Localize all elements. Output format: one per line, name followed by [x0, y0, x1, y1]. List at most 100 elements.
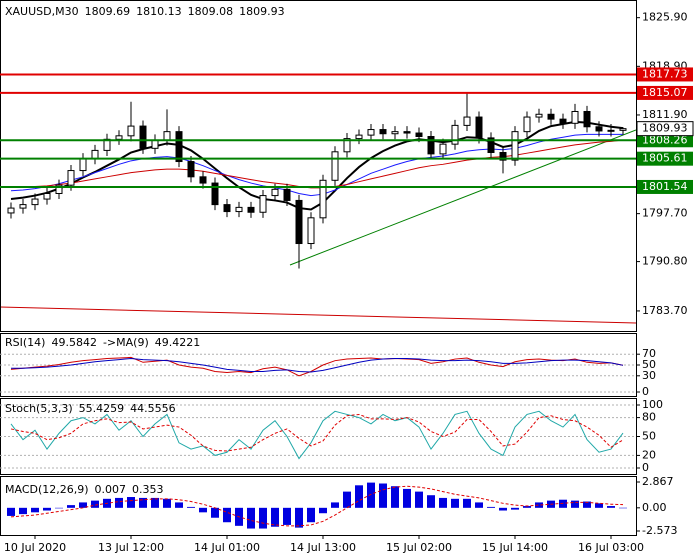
y-tick-label: 1790.80: [642, 255, 688, 268]
header-text: 55.4259: [79, 402, 125, 415]
trend-lines: [0, 129, 637, 324]
y-tick-label: 2.867: [642, 475, 674, 488]
candle-body: [607, 129, 615, 132]
candle-body: [331, 151, 339, 181]
candle-body: [223, 204, 231, 213]
histogram-bar: [151, 497, 159, 508]
x-tick-label: 13 Jul 12:00: [98, 541, 164, 554]
trend-line: [289, 129, 637, 266]
y-tick-label: 30: [642, 369, 656, 382]
histogram-bar: [523, 506, 531, 508]
trend-line: [0, 306, 637, 324]
histogram-bar: [55, 507, 63, 509]
histogram-bar: [43, 507, 51, 511]
indicator-line: [10, 356, 624, 377]
y-tick-label: 0.00: [642, 501, 667, 514]
candle-body: [439, 143, 447, 155]
header-text: RSI(14): [5, 336, 45, 349]
moving-average: [10, 133, 623, 197]
header-text: 44.5556: [130, 402, 176, 415]
candle-body: [235, 206, 243, 213]
histogram-bar: [367, 482, 375, 508]
candle-body: [427, 136, 435, 155]
candle-body: [343, 138, 351, 153]
level-label: 1817.73: [642, 67, 688, 80]
y-tick-label: 0: [642, 385, 649, 398]
candle-body: [583, 110, 591, 128]
histogram-bar: [115, 497, 123, 508]
histogram-bar: [427, 495, 435, 508]
histogram-bar: [499, 507, 507, 511]
panel-frame: [0, 0, 637, 332]
header-text: 0.007: [95, 483, 127, 496]
signal-line: [10, 485, 624, 527]
indicator-line: [10, 410, 624, 460]
candle-body: [391, 131, 399, 135]
price-label: 1809.93: [642, 122, 688, 135]
histogram-bar: [247, 507, 255, 529]
candle-body: [163, 131, 171, 141]
moving-average: [10, 120, 624, 211]
candle-body: [415, 132, 423, 138]
histogram-bar: [163, 498, 171, 508]
histogram-bar: [295, 507, 303, 528]
x-tick-label: 14 Jul 13:00: [290, 541, 356, 554]
histogram-bar: [331, 502, 339, 508]
candle-body: [403, 131, 411, 134]
header-text: 1809.69: [85, 5, 131, 18]
candle-body: [211, 182, 219, 206]
y-tick-label: 1825.90: [642, 11, 688, 24]
y-tick-label: 70: [642, 347, 656, 360]
header-text: 1810.13: [136, 5, 182, 18]
histogram-bar: [511, 507, 519, 510]
candle-body: [535, 113, 543, 118]
candle-body: [43, 192, 51, 200]
candle-body: [199, 176, 207, 184]
candle-body: [295, 199, 303, 245]
histogram-bar: [451, 498, 459, 508]
histogram-bar: [199, 507, 207, 513]
candle-body: [511, 131, 519, 161]
panel-frame: [0, 476, 637, 536]
candle-body: [175, 131, 183, 163]
level-label-box: [637, 67, 693, 82]
level-label: 1805.61: [642, 152, 688, 165]
histogram-bar: [595, 503, 603, 508]
candle-body: [19, 204, 27, 209]
y-tick-label: 1783.70: [642, 304, 688, 317]
x-tick-label: 14 Jul 01:00: [194, 541, 260, 554]
x-tick-label: 16 Jul 03:00: [578, 541, 644, 554]
candle-body: [91, 149, 99, 160]
histogram-bar: [19, 507, 27, 515]
candle-body: [115, 135, 123, 140]
candle-body: [187, 161, 195, 178]
histogram-bar: [283, 507, 291, 525]
histogram-bar: [259, 507, 267, 529]
histogram-bar: [31, 507, 39, 513]
histogram-bar: [175, 502, 183, 508]
histogram-bar: [79, 502, 87, 508]
candle-body: [319, 179, 327, 219]
candle-body: [463, 116, 471, 126]
histogram-bar: [487, 506, 495, 508]
y-tick-label: 80: [642, 411, 656, 424]
indicator-line: [10, 413, 624, 452]
header-text: MACD(12,26,9): [5, 483, 89, 496]
histogram-bar: [583, 501, 591, 508]
candle-body: [475, 116, 483, 139]
y-tick-label: 1811.90: [642, 108, 688, 121]
header-text: 49.5842: [51, 336, 97, 349]
header-text: 0.353: [132, 483, 164, 496]
candle-body: [547, 113, 555, 120]
header-text: XAUUSD,M30: [5, 5, 79, 18]
candle-body: [259, 195, 267, 213]
candle-body: [451, 124, 459, 145]
candle-body: [523, 116, 531, 133]
histogram-bar: [463, 498, 471, 508]
candle-body: [595, 126, 603, 132]
candle-body: [367, 129, 375, 136]
y-tick-label: 0: [642, 461, 649, 474]
y-tick-label: 20: [642, 448, 656, 461]
candle-body: [271, 188, 279, 197]
histogram-bar: [319, 507, 327, 514]
